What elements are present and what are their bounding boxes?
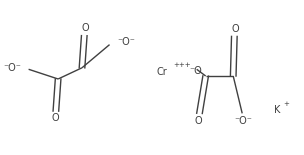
Text: ⁻O: ⁻O bbox=[189, 66, 202, 76]
Text: ⁻O⁻: ⁻O⁻ bbox=[234, 115, 252, 126]
Text: K: K bbox=[274, 105, 281, 115]
Text: O: O bbox=[194, 115, 202, 126]
Text: +: + bbox=[283, 101, 289, 107]
Text: Cr: Cr bbox=[157, 66, 168, 77]
Text: O: O bbox=[81, 23, 89, 33]
Text: O: O bbox=[231, 24, 239, 34]
Text: O: O bbox=[51, 113, 59, 123]
Text: +++: +++ bbox=[173, 62, 190, 68]
Text: ⁻O⁻: ⁻O⁻ bbox=[117, 37, 135, 47]
Text: ⁻O⁻: ⁻O⁻ bbox=[3, 63, 21, 73]
